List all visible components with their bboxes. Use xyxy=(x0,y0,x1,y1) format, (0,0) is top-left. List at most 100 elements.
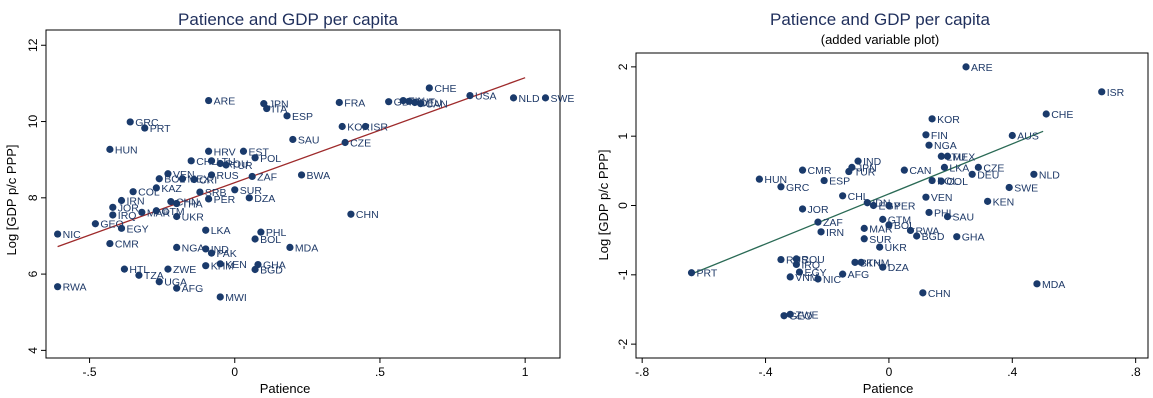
right-point-label: HUN xyxy=(764,174,787,186)
left-point-label: JOR xyxy=(118,202,139,214)
right-point-label: ISR xyxy=(1107,87,1125,99)
left-point xyxy=(54,230,62,238)
right-point-label: SAU xyxy=(953,212,975,224)
right-point xyxy=(876,243,884,251)
right-point xyxy=(814,218,822,226)
left-y-tick-label: 8 xyxy=(26,194,40,201)
left-point-label: RUS xyxy=(217,170,239,182)
left-point-label: KEN xyxy=(225,259,247,271)
left-point xyxy=(117,196,126,205)
left-y-axis-label: Log [GDP p/c PPP] xyxy=(4,144,19,255)
left-x-tick-label: 1 xyxy=(522,365,529,379)
left-point-label: CAN xyxy=(426,99,448,111)
left-point-label: CHN xyxy=(176,197,199,209)
right-y-tick-label: 2 xyxy=(616,63,630,70)
left-point-label: NGA xyxy=(182,242,205,254)
right-point xyxy=(953,233,961,241)
right-x-tick-label: -.4 xyxy=(759,365,773,379)
right-point xyxy=(798,166,807,174)
right-y-tick-label: -2 xyxy=(616,338,630,349)
right-y-tick-label: -1 xyxy=(616,269,630,280)
right-point-label: AUS xyxy=(1017,130,1039,142)
left-point-label: PAK xyxy=(217,248,237,260)
left-point xyxy=(257,228,265,236)
right-point-label: TUR xyxy=(854,167,876,179)
left-point xyxy=(155,278,163,286)
right-point-label: SWE xyxy=(1014,182,1038,194)
left-point-label: RWA xyxy=(63,282,87,294)
left-point xyxy=(283,112,291,120)
left-x-tick-label: -.5 xyxy=(83,365,97,379)
right-point-label: RWA xyxy=(916,225,940,237)
left-point xyxy=(178,175,187,183)
left-point-label: LKA xyxy=(211,225,231,237)
right-point-label: NIC xyxy=(823,274,842,286)
left-point-label: MDA xyxy=(295,242,318,254)
left-chart-title: Patience and GDP per capita xyxy=(178,10,398,29)
right-point-label: ARE xyxy=(971,62,993,74)
left-point-label: BWA xyxy=(307,170,331,182)
left-point xyxy=(91,220,99,228)
right-point-label: ROU xyxy=(801,254,824,266)
left-point xyxy=(141,124,149,132)
left-point xyxy=(205,96,213,105)
left-point xyxy=(187,157,195,165)
left-point-label: ROU xyxy=(225,158,248,170)
right-point xyxy=(814,275,822,283)
left-point-label: IRN xyxy=(127,195,145,207)
left-plot-frame xyxy=(45,29,561,359)
right-point xyxy=(1030,170,1038,178)
left-point-label: HTL xyxy=(129,264,149,276)
right-point xyxy=(925,141,933,149)
right-point-label: ZAF xyxy=(823,217,843,229)
left-point xyxy=(106,239,114,248)
left-point xyxy=(338,122,346,131)
left-point-label: BOL xyxy=(260,234,281,246)
left-chart-panel: Patience and GDP per capita Patience Log… xyxy=(4,10,574,396)
left-point-label: HUN xyxy=(115,144,138,156)
left-point-label: POL xyxy=(260,153,281,165)
right-point xyxy=(1005,183,1013,192)
left-point xyxy=(54,283,62,291)
left-point-label: DZA xyxy=(254,193,275,205)
right-point-label: FIN xyxy=(931,130,948,142)
left-point xyxy=(248,172,256,181)
left-point-label: THA xyxy=(182,199,203,211)
right-point xyxy=(820,176,828,185)
left-point-label: CHN xyxy=(356,209,379,221)
right-point xyxy=(879,263,887,271)
left-point xyxy=(425,84,433,92)
left-x-tick-label: 0 xyxy=(231,365,238,379)
left-point-label: ZWE xyxy=(173,264,196,276)
left-point-label: FRA xyxy=(344,97,365,109)
left-point-label: CRI xyxy=(199,175,217,187)
right-point-label: CMR xyxy=(808,165,832,177)
left-point xyxy=(399,96,407,105)
left-point xyxy=(263,104,271,113)
left-point xyxy=(385,98,393,106)
left-point xyxy=(207,171,216,179)
left-point xyxy=(109,211,117,219)
right-point-label: IRN xyxy=(826,227,844,239)
left-point xyxy=(239,147,248,155)
right-point xyxy=(854,157,862,165)
right-point-label: COL xyxy=(946,176,968,188)
right-point-label: DZA xyxy=(888,262,909,274)
left-point-label: GRC xyxy=(135,117,159,129)
left-point xyxy=(152,184,160,192)
left-point xyxy=(341,138,349,147)
right-point-label: MDA xyxy=(1042,279,1065,291)
right-point-label: MAR xyxy=(869,223,893,235)
right-point xyxy=(885,221,893,229)
left-point xyxy=(361,122,370,131)
right-x-tick-label: .8 xyxy=(1131,365,1141,379)
left-point xyxy=(335,98,343,107)
right-point-label: ESP xyxy=(829,176,850,188)
right-point-label: JPN xyxy=(857,162,877,174)
right-point-label: BTN xyxy=(860,257,881,269)
right-chart-subtitle: (added variable plot) xyxy=(821,32,940,47)
right-point xyxy=(940,163,949,171)
right-point-label: EGY xyxy=(878,201,900,213)
right-point-label: NLD xyxy=(1039,169,1060,181)
right-x-tick-label: .4 xyxy=(1007,365,1017,379)
